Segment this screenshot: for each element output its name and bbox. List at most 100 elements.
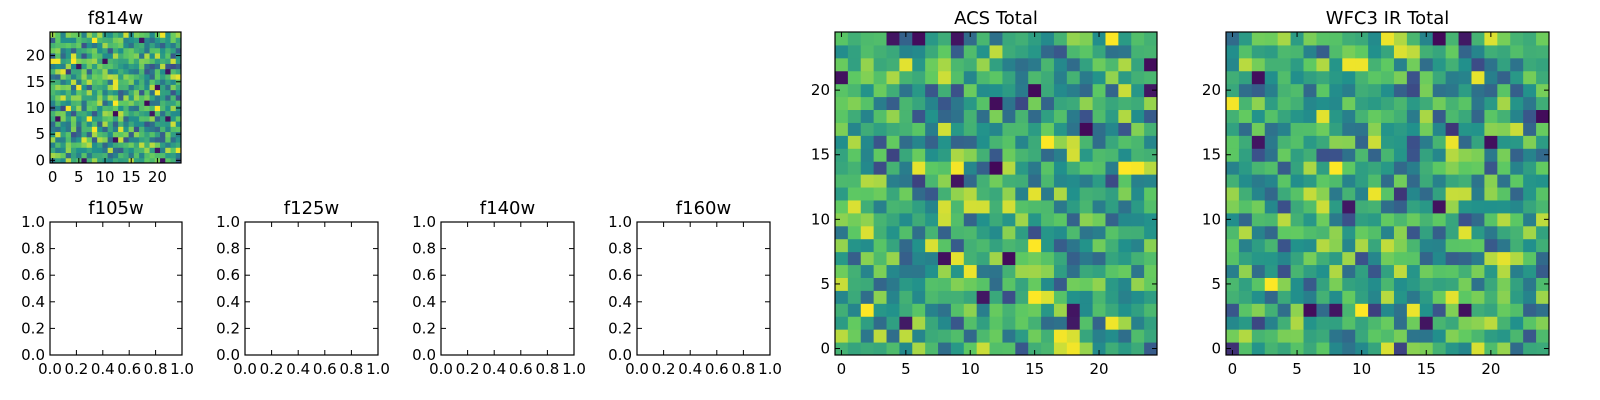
heatmap-cell — [963, 32, 978, 46]
heatmap-cell — [938, 148, 952, 162]
heatmap-cell — [1316, 161, 1330, 175]
heatmap-cell — [1342, 329, 1356, 343]
heatmap-cell — [873, 148, 888, 162]
heatmap-cell — [1316, 225, 1330, 240]
heatmap-cell — [1118, 225, 1132, 240]
heatmap-cell — [1041, 316, 1055, 330]
heatmap-cell — [1536, 329, 1550, 343]
heatmap-cell — [107, 110, 114, 117]
heatmap-cell — [1510, 251, 1524, 266]
heatmap-cell — [1445, 122, 1460, 136]
heatmap-cell — [1368, 161, 1382, 175]
heatmap-cell — [1419, 329, 1434, 343]
heatmap-cell — [128, 100, 135, 106]
heatmap-cell — [1264, 251, 1279, 266]
heatmap-cell — [1277, 148, 1292, 162]
heatmap-cell — [102, 47, 109, 54]
heatmap-cell — [70, 136, 77, 143]
heatmap-cell — [50, 58, 56, 64]
heatmap-cell — [1497, 83, 1511, 98]
heatmap-cell — [1079, 109, 1094, 123]
heatmap-cell — [175, 100, 182, 106]
heatmap-cell — [97, 32, 103, 38]
heatmap-cell — [925, 187, 939, 201]
heatmap-cell — [76, 115, 82, 122]
heatmap-cell — [1419, 342, 1434, 356]
heatmap-cell — [1471, 238, 1485, 253]
heatmap-cell — [165, 58, 172, 64]
heatmap-cell — [873, 70, 888, 85]
heatmap-cell — [1445, 212, 1460, 227]
heatmap-cell — [160, 73, 166, 80]
heatmap-cell — [1226, 148, 1240, 162]
heatmap-cell — [963, 225, 978, 240]
heatmap-cell — [1144, 109, 1158, 123]
heatmap-cell — [1432, 148, 1447, 162]
heatmap-cell — [170, 79, 177, 85]
heatmap-cell — [107, 32, 114, 38]
heatmap-cell — [912, 96, 926, 111]
heatmap-cell — [128, 142, 135, 148]
heatmap-cell — [123, 94, 130, 101]
heatmap-cell — [107, 52, 114, 59]
heatmap-cell — [1105, 225, 1119, 240]
heatmap-cell — [1419, 148, 1434, 162]
heatmap-cell — [1342, 70, 1356, 85]
heatmap-cell — [950, 264, 965, 278]
heatmap-cell — [175, 84, 182, 91]
heatmap-cell — [1028, 316, 1042, 330]
heatmap-cell — [144, 100, 151, 106]
heatmap-cell — [102, 63, 109, 70]
heatmap-cell — [1406, 135, 1421, 149]
heatmap-cell — [60, 100, 67, 106]
heatmap-cell — [128, 68, 135, 75]
heatmap-cell — [160, 157, 166, 164]
heatmap-cell — [1226, 161, 1240, 175]
heatmap-cell — [1015, 109, 1029, 123]
heatmap-cell — [925, 212, 939, 227]
x-tick-label: 0.2 — [652, 360, 676, 378]
heatmap-cell — [925, 135, 939, 149]
heatmap-cell — [70, 152, 77, 159]
heatmap-cell — [133, 152, 140, 159]
heatmap-cell — [118, 79, 124, 85]
heatmap-cell — [170, 47, 177, 54]
heatmap-cell — [1523, 174, 1537, 188]
heatmap-cell — [912, 225, 926, 240]
heatmap-cell — [128, 73, 135, 80]
x-tick-label: 0.0 — [429, 360, 453, 378]
heatmap-cell — [128, 152, 135, 159]
heatmap-cell — [1484, 83, 1498, 98]
heatmap-cell — [1264, 161, 1279, 175]
heatmap-cell — [1118, 96, 1132, 111]
heatmap-cell — [899, 83, 913, 98]
heatmap-cell — [1329, 329, 1343, 343]
heatmap-cell — [1131, 290, 1145, 304]
heatmap-cell — [107, 126, 114, 133]
heatmap-cell — [1458, 32, 1472, 46]
heatmap-cell — [1251, 238, 1266, 253]
heatmap-cell — [81, 42, 88, 49]
heatmap-cell — [1303, 83, 1317, 98]
heatmap-cell — [1458, 199, 1472, 214]
heatmap-cell — [1015, 225, 1029, 240]
heatmap-cell — [976, 238, 991, 253]
heatmap-cell — [1028, 225, 1042, 240]
heatmap-cell — [70, 73, 77, 80]
heatmap-cell — [1419, 70, 1434, 85]
heatmap-cell — [65, 73, 72, 80]
heatmap-cell — [925, 342, 939, 356]
heatmap-cell — [989, 83, 1003, 98]
heatmap-cell — [170, 100, 177, 106]
heatmap-cell — [1523, 199, 1537, 214]
heatmap-cell — [1458, 83, 1472, 98]
heatmap-cell — [1510, 57, 1524, 72]
heatmap-cell — [1105, 44, 1119, 59]
heatmap-cell — [1092, 135, 1106, 149]
heatmap-cell — [989, 329, 1003, 343]
heatmap-cell — [50, 121, 56, 127]
y-tick-label: 0 — [820, 340, 830, 358]
heatmap-cell — [912, 122, 926, 136]
heatmap-cell — [1329, 174, 1343, 188]
heatmap-cell — [1264, 96, 1279, 111]
